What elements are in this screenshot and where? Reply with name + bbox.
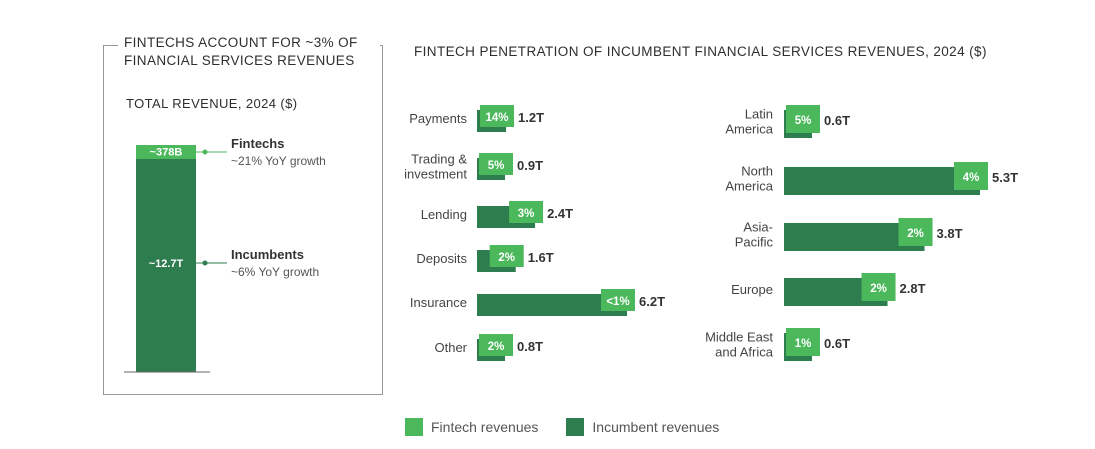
chart-title: FINTECH PENETRATION OF INCUMBENT FINANCI… bbox=[414, 44, 987, 59]
fintechs-bar bbox=[136, 145, 196, 159]
incumbents-name: Incumbents bbox=[231, 247, 304, 262]
penetration-label: 5% bbox=[795, 115, 812, 127]
value-label: 0.8T bbox=[517, 339, 543, 354]
value-label: 0.9T bbox=[517, 158, 543, 173]
panel-title: FINTECHS ACCOUNT FOR ~3% OF FINANCIAL SE… bbox=[118, 34, 380, 70]
value-label: 6.2T bbox=[639, 294, 665, 309]
value-label: 2.4T bbox=[547, 206, 573, 221]
fintech-bar bbox=[954, 162, 988, 190]
category-label: and Africa bbox=[715, 345, 774, 360]
penetration-label: 2% bbox=[488, 341, 505, 353]
incumbent-bar bbox=[477, 294, 627, 316]
penetration-label: 2% bbox=[870, 283, 887, 295]
penetration-label: 14% bbox=[486, 112, 509, 124]
penetration-label: 5% bbox=[488, 160, 505, 172]
category-label: America bbox=[725, 122, 773, 137]
value-label: 0.6T bbox=[824, 113, 850, 128]
category-label: Asia- bbox=[743, 220, 773, 235]
fintech-bar bbox=[509, 201, 544, 223]
legend: Fintech revenues Incumbent revenues bbox=[405, 417, 747, 437]
penetration-label: 1% bbox=[795, 338, 812, 350]
penetration-label: 3% bbox=[518, 208, 535, 220]
fintech-bar bbox=[786, 328, 820, 356]
legend-item-fintech: Fintech revenues bbox=[405, 418, 538, 436]
fintechs-connector-dot bbox=[202, 149, 208, 155]
category-label: America bbox=[725, 179, 773, 194]
fintechs-growth: ~21% YoY growth bbox=[231, 154, 326, 168]
penetration-label: <1% bbox=[606, 296, 629, 308]
legend-item-incumbent: Incumbent revenues bbox=[566, 418, 719, 436]
value-label: 1.6T bbox=[528, 250, 554, 265]
category-label: Europe bbox=[731, 282, 773, 297]
fintech-bar bbox=[601, 289, 635, 311]
value-label: 0.6T bbox=[824, 336, 850, 351]
penetration-label: 4% bbox=[963, 172, 980, 184]
fintechs-name: Fintechs bbox=[231, 136, 284, 151]
category-label: Insurance bbox=[410, 295, 467, 310]
category-label: Trading & bbox=[411, 152, 467, 167]
fintech-bar bbox=[898, 218, 933, 246]
value-label: 3.8T bbox=[937, 226, 963, 241]
category-label: Lending bbox=[421, 207, 467, 222]
category-label: North bbox=[741, 164, 773, 179]
fintech-bar bbox=[480, 105, 515, 127]
category-label: Payments bbox=[409, 111, 467, 126]
category-label: Pacific bbox=[735, 235, 774, 250]
penetration-label: 2% bbox=[498, 252, 515, 264]
fintech-bar bbox=[479, 334, 513, 356]
value-label: 2.8T bbox=[900, 281, 926, 296]
legend-swatch-fintech bbox=[405, 418, 423, 436]
category-label: investment bbox=[404, 167, 467, 182]
panel-subtitle: TOTAL REVENUE, 2024 ($) bbox=[126, 96, 298, 111]
fintech-bar bbox=[786, 105, 820, 133]
category-label: Deposits bbox=[416, 251, 467, 266]
category-label: Latin bbox=[745, 107, 773, 122]
fintech-bar bbox=[479, 153, 513, 175]
incumbents-connector-dot bbox=[202, 260, 208, 266]
fintech-bar bbox=[861, 273, 896, 301]
legend-swatch-incumbent bbox=[566, 418, 585, 436]
fintechs-value-label: ~378B bbox=[150, 147, 183, 159]
legend-label-incumbent: Incumbent revenues bbox=[592, 419, 720, 435]
fintech-bar bbox=[489, 245, 524, 267]
incumbents-bar bbox=[136, 159, 196, 372]
incumbent-bar bbox=[784, 167, 980, 195]
value-label: 1.2T bbox=[518, 110, 544, 125]
penetration-label: 2% bbox=[907, 228, 924, 240]
incumbents-growth: ~6% YoY growth bbox=[231, 265, 319, 279]
category-label: Other bbox=[434, 340, 467, 355]
value-label: 5.3T bbox=[992, 170, 1018, 185]
legend-label-fintech: Fintech revenues bbox=[431, 419, 539, 435]
category-label: Middle East bbox=[705, 330, 773, 345]
incumbents-value-label: ~12.7T bbox=[149, 258, 184, 270]
